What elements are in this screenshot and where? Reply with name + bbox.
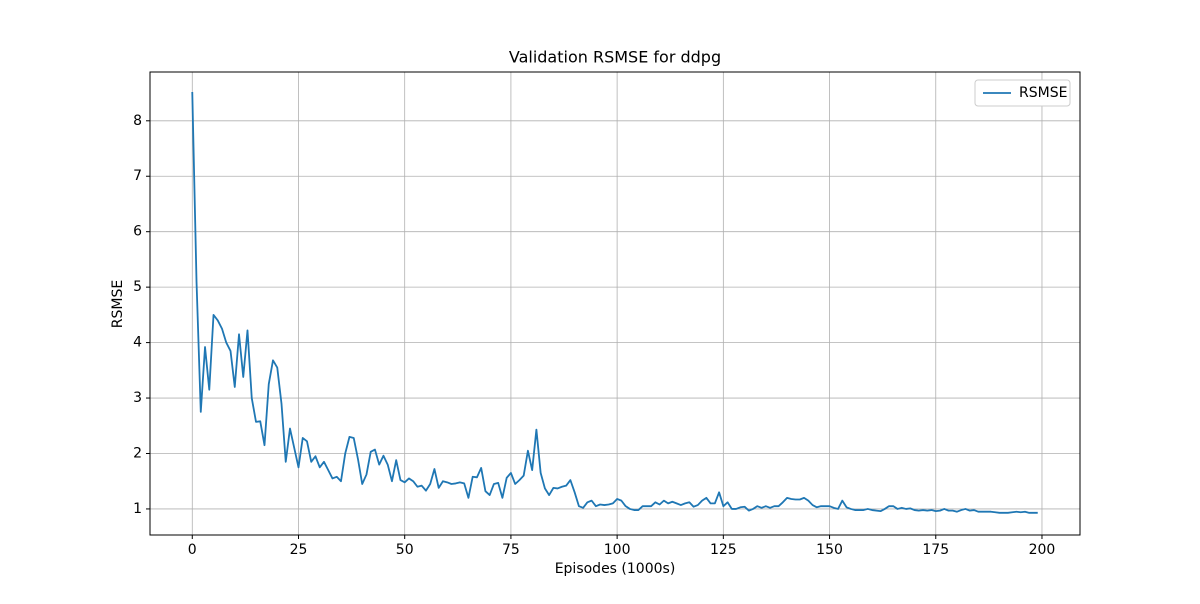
y-axis-label: RSMSE [110,280,126,328]
x-axis-label: Episodes (1000s) [555,561,676,577]
axes-frame [149,71,1081,536]
y-tick-label: 5 [133,279,142,295]
x-tick-label: 75 [502,542,520,558]
x-tick-label: 125 [710,542,737,558]
y-tick-label: 7 [133,168,142,184]
x-tick-label: 200 [1029,542,1056,558]
x-tick-label: 50 [396,542,414,558]
chart-title: Validation RSMSE for ddpg [509,48,721,67]
y-tick-label: 1 [133,501,142,517]
y-tick-label: 2 [133,445,142,461]
legend-box [974,79,1071,107]
x-tick-label: 100 [604,542,631,558]
y-tick-label: 3 [133,390,142,406]
x-tick-label: 150 [816,542,843,558]
x-tick-label: 25 [290,542,308,558]
y-tick-label: 4 [133,335,142,351]
y-tick-label: 8 [133,113,142,129]
x-tick-label: 175 [922,542,949,558]
y-tick-label: 6 [133,224,142,240]
legend-label: RSMSE [1019,85,1067,101]
series-line [191,91,1038,514]
x-tick-label: 0 [188,542,197,558]
